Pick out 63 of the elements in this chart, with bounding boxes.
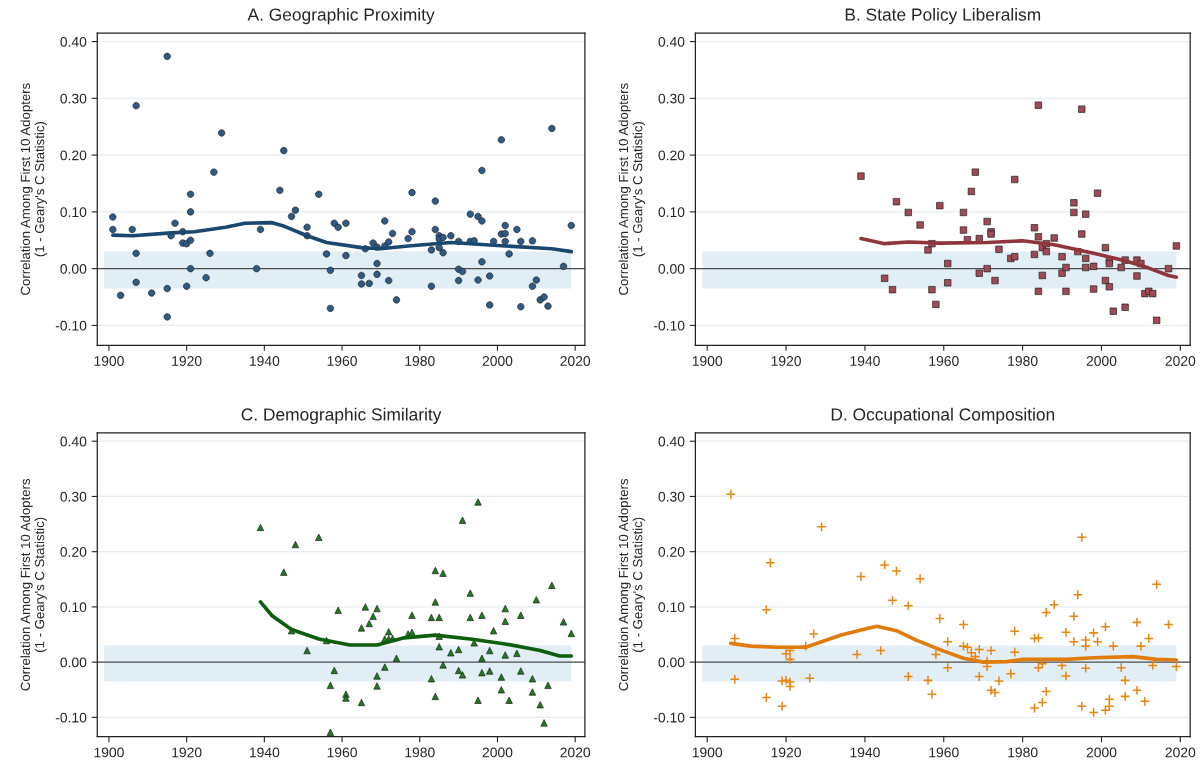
x-tick-label: 2000 (482, 747, 513, 758)
chart-title: C. Demographic Similarity (241, 407, 442, 425)
y-tick-label: 0.00 (658, 263, 685, 274)
chart-title: A. Geographic Proximity (247, 7, 435, 25)
line-series (859, 236, 1179, 279)
x-tick-label: 1920 (172, 356, 202, 366)
y-tick-label: 0.20 (658, 547, 685, 557)
x-tick-label: 1920 (771, 356, 801, 366)
x-tick-label: 1940 (850, 356, 880, 366)
y-tick-label: -0.10 (55, 320, 87, 331)
x-tick-label: 1900 (692, 356, 723, 366)
x-tick-label: 1960 (929, 356, 959, 366)
y-tick-label: 0.30 (60, 93, 87, 104)
y-tick-label: 0.00 (658, 657, 685, 668)
x-tick-label: 1980 (405, 747, 435, 758)
line-series (258, 600, 574, 658)
line-series (111, 220, 574, 254)
y-tick-label: 0.00 (60, 657, 87, 668)
y-tick-label: 0.20 (658, 150, 685, 161)
y-tick-label: 0.30 (658, 491, 685, 502)
y-tick-label: 0.10 (60, 602, 87, 613)
y-tick-label: 0.40 (658, 436, 685, 447)
x-tick-label: 2020 (1165, 747, 1196, 758)
y-axis-title: Correlation Among First 10 Adopters (1 - Geary's C Statistic) (20, 478, 47, 691)
y-tick-label: 0.20 (60, 547, 87, 557)
x-tick-label: 1920 (771, 747, 801, 758)
y-tick-label: -0.10 (55, 712, 87, 723)
x-tick-label: 2000 (1086, 356, 1117, 366)
x-tick-label: 1900 (692, 747, 723, 758)
y-tick-label: 0.10 (60, 207, 87, 218)
x-tick-label: 1900 (94, 747, 124, 758)
x-tick-label: 1940 (850, 747, 880, 758)
y-tick-label: 0.40 (658, 36, 685, 47)
x-tick-label: 1920 (172, 747, 202, 758)
x-tick-label: 2000 (482, 356, 513, 366)
y-tick-label: 0.40 (60, 36, 87, 47)
y-axis-title: Correlation Among First 10 Adopters (1 - Geary's C Statistic) (618, 478, 645, 691)
y-axis-title: Correlation Among First 10 Adopters (1 - Geary's C Statistic) (618, 83, 645, 295)
x-tick-label: 1940 (249, 747, 280, 758)
chart-title: D. Occupational Composition (831, 407, 1055, 425)
x-tick-label: 1940 (249, 356, 280, 366)
x-tick-label: 2020 (560, 747, 591, 758)
chart-title: B. State Policy Liberalism (845, 7, 1041, 25)
y-tick-label: 0.30 (658, 93, 685, 104)
y-axis-title: Correlation Among First 10 Adopters (1 - Geary's C Statistic) (20, 83, 47, 295)
y-tick-label: 0.20 (60, 150, 87, 161)
x-tick-label: 1900 (94, 356, 124, 366)
y-tick-label: 0.30 (60, 491, 87, 502)
x-tick-label: 1960 (929, 747, 959, 758)
y-tick-label: 0.40 (60, 436, 87, 447)
y-tick-label: -0.10 (653, 320, 685, 331)
x-tick-label: 1980 (1008, 356, 1038, 366)
y-tick-label: 0.00 (60, 263, 87, 274)
x-tick-label: 1960 (327, 356, 357, 366)
x-tick-label: 1980 (405, 356, 435, 366)
x-tick-label: 2020 (1165, 356, 1196, 366)
y-tick-label: -0.10 (653, 712, 685, 723)
x-tick-label: 2020 (560, 356, 591, 366)
y-tick-label: 0.10 (658, 602, 685, 613)
x-tick-label: 2000 (1086, 747, 1117, 758)
x-tick-label: 1960 (327, 747, 357, 758)
y-tick-label: 0.10 (658, 207, 685, 218)
x-tick-label: 1980 (1008, 747, 1038, 758)
